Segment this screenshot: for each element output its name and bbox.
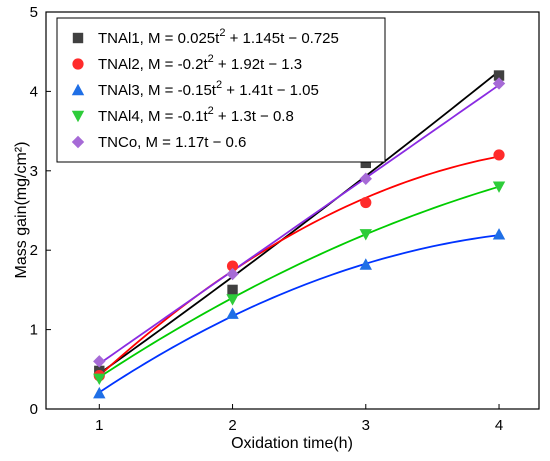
data-point-3 — [93, 386, 106, 399]
x-tick-label: 4 — [495, 417, 503, 434]
y-axis-title: Mass gain(mg/cm²) — [13, 142, 30, 279]
x-axis-ticks: 1 2 3 4 — [95, 404, 503, 434]
y-tick-label: 0 — [30, 401, 38, 418]
x-axis-title: Oxidation time(h) — [231, 435, 353, 452]
data-point-5 — [359, 172, 372, 185]
legend-marker-4 — [71, 110, 85, 123]
fit-line-2 — [98, 155, 500, 377]
x-tick-label: 1 — [95, 417, 103, 434]
fit-line-1 — [98, 70, 500, 375]
data-point-5 — [492, 77, 506, 90]
fit-line-3 — [98, 234, 500, 394]
fit-line-5 — [98, 84, 500, 365]
data-point-2 — [360, 196, 372, 209]
y-tick-label: 1 — [30, 322, 38, 339]
data-point-2 — [493, 149, 505, 161]
data-point-3 — [226, 307, 239, 319]
y-tick-label: 2 — [30, 242, 38, 259]
legend-marker-5 — [71, 135, 85, 149]
legend-label-5: TNCo, M = 1.17t − 0.6 — [98, 134, 246, 151]
y-axis-ticks: 0 1 2 3 4 5 — [30, 4, 51, 418]
legend-marker-2 — [72, 58, 84, 70]
data-point-5 — [93, 355, 106, 368]
fit-line-4 — [98, 185, 500, 378]
data-point-1 — [227, 284, 238, 296]
legend-box — [56, 17, 386, 163]
legend-label-4: TNAl4, M = -0.1t2 + 1.3t − 0.8 — [98, 105, 294, 125]
data-point-3 — [492, 228, 506, 240]
data-point-4 — [359, 229, 372, 241]
legend: TNAl1, M = 0.025t2 + 1.145t − 0.725 TNAl2… — [56, 17, 386, 163]
y-tick-label: 3 — [30, 163, 38, 180]
data-point-1 — [493, 70, 505, 81]
legend-label-3: TNAl3, M = -0.15t2 + 1.41t − 1.05 — [98, 79, 319, 99]
x-tick-label: 2 — [228, 417, 236, 434]
fit-lines — [98, 70, 500, 394]
legend-label-1: TNAl1, M = 0.025t2 + 1.145t − 0.725 — [98, 27, 339, 47]
data-markers — [93, 70, 506, 399]
data-point-3 — [359, 258, 372, 270]
y-tick-label: 5 — [30, 4, 38, 21]
legend-marker-1 — [72, 32, 84, 44]
legend-marker-3 — [71, 83, 85, 96]
legend-label-2: TNAl2, M = -0.2t2 + 1.92t − 1.3 — [98, 53, 302, 73]
data-point-4 — [226, 294, 239, 306]
y-tick-label: 4 — [30, 83, 38, 100]
data-point-1 — [360, 157, 371, 169]
data-point-2 — [226, 260, 239, 272]
x-tick-label: 3 — [362, 417, 370, 434]
data-point-4 — [93, 373, 106, 386]
data-point-4 — [492, 181, 506, 193]
data-point-5 — [226, 267, 239, 281]
